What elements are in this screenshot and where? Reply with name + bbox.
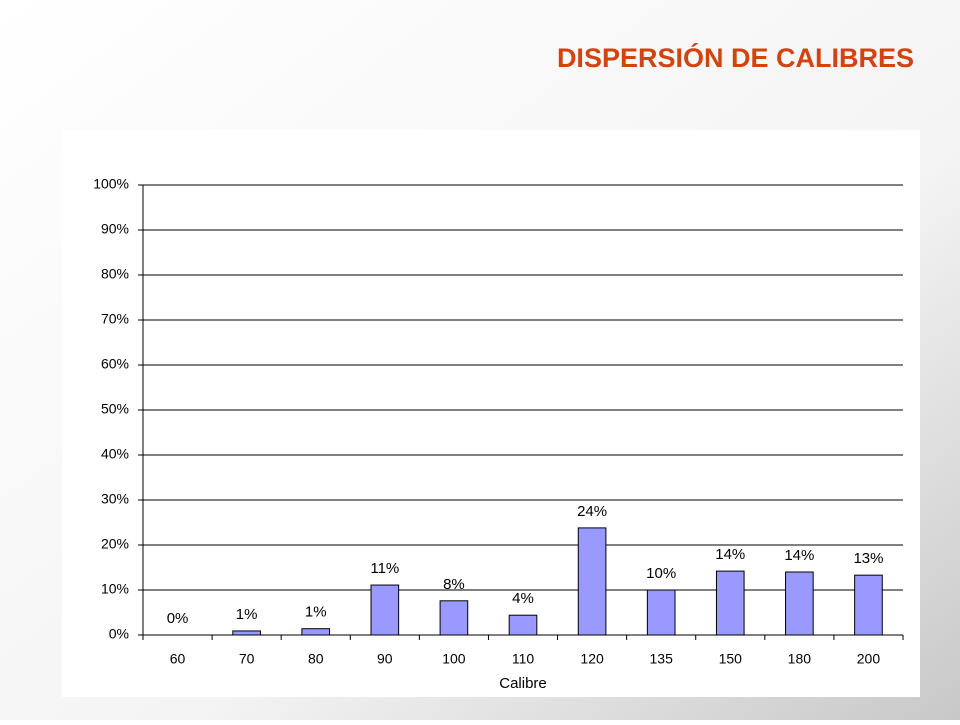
data-label: 14% — [715, 546, 745, 563]
data-label: 13% — [853, 550, 883, 567]
x-axis-title: Calibre — [499, 675, 547, 692]
chart-title: DISPERSIÓN DE CALIBRES — [557, 42, 914, 73]
x-tick-label: 90 — [377, 651, 393, 667]
x-tick-label: 100 — [442, 651, 466, 667]
data-label: 10% — [646, 565, 676, 582]
y-tick-label: 90% — [101, 221, 129, 237]
y-tick-label: 10% — [101, 581, 129, 597]
y-tick-label: 100% — [93, 176, 129, 192]
bar — [232, 630, 261, 636]
data-label: 14% — [784, 547, 814, 564]
x-tick-label: 80 — [308, 651, 324, 667]
y-tick-label: 80% — [101, 266, 129, 282]
data-label: 24% — [577, 503, 607, 520]
bar — [715, 570, 745, 636]
bar — [508, 614, 538, 636]
x-tick-label: 110 — [512, 651, 535, 667]
data-label: 0% — [167, 610, 189, 627]
data-label: 11% — [370, 560, 399, 577]
y-tick-label: 0% — [109, 626, 129, 642]
bar — [370, 584, 400, 636]
data-label: 1% — [236, 606, 258, 623]
y-tick-label: 50% — [101, 401, 129, 417]
bar — [646, 589, 676, 636]
bar — [439, 600, 469, 636]
bar — [577, 527, 607, 636]
y-tick-label: 60% — [101, 356, 129, 372]
chart-area — [62, 130, 920, 697]
x-tick-label: 135 — [650, 651, 674, 667]
x-tick-label: 200 — [857, 651, 881, 667]
bar — [854, 574, 883, 636]
y-tick-label: 40% — [101, 446, 129, 462]
x-tick-label: 120 — [580, 651, 604, 667]
y-tick-label: 70% — [101, 311, 129, 327]
data-label: 4% — [512, 590, 534, 607]
x-tick-label: 60 — [170, 651, 186, 667]
bar — [301, 628, 331, 636]
y-tick-label: 30% — [101, 491, 129, 507]
data-label: 1% — [305, 604, 327, 621]
y-tick-label: 20% — [101, 536, 129, 552]
x-tick-label: 150 — [719, 651, 743, 667]
x-tick-label: 180 — [788, 651, 812, 667]
bar — [785, 571, 814, 636]
data-label: 8% — [443, 576, 465, 593]
x-tick-label: 70 — [239, 651, 255, 667]
